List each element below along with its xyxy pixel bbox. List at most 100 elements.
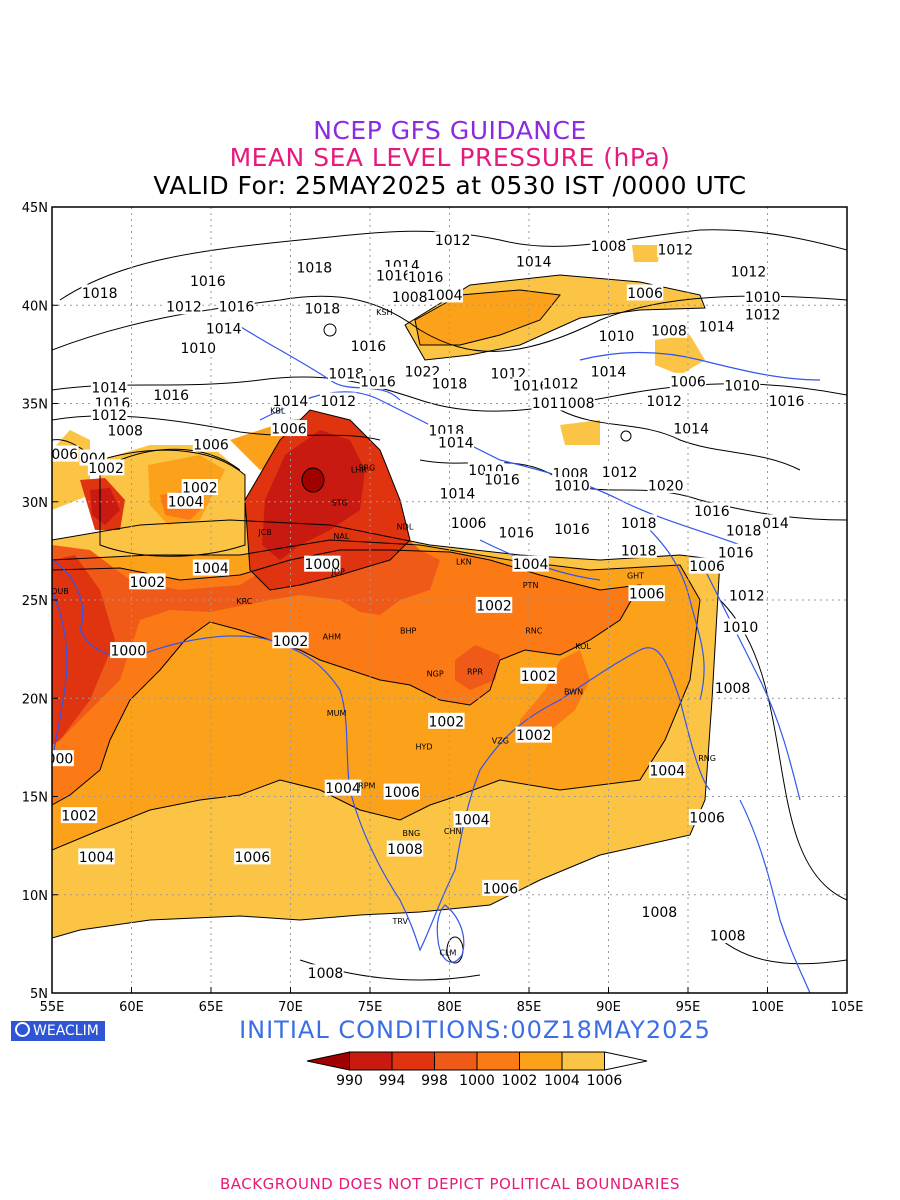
isobar-label-bg [475,596,513,613]
colorbar-tick-label: 994 [379,1073,406,1089]
isobar-label-bg [81,284,118,301]
isobar-label-text: 1014 [273,394,309,410]
isobar-label: 1012 [744,306,781,324]
isobar-label-bg [515,253,552,270]
colorbar: 990 994 998 1000 1002 1004 1006 [306,1051,648,1089]
colorbar-tick-label: 998 [421,1073,448,1089]
isobar-label-text: 1016 [153,388,189,404]
isobar-label: 1012 [434,231,471,249]
station-label: RNC [525,626,543,635]
isobar-label-bg [296,258,333,275]
isobar-label: 1018 [620,541,657,559]
isobar-label-text: 1018 [621,543,657,559]
isobar-label-bg [407,268,444,285]
isobar-label-bg [307,964,344,981]
isobar-label-bg [553,477,591,494]
isobar-label-text: 1018 [726,524,762,540]
isobar-label-bg [327,365,365,382]
isobar-label-text: 1006 [483,881,519,897]
isobar-label-bg [60,807,98,824]
isobar-label-text: 1020 [648,479,684,495]
isobar-label: 1006 [450,514,487,532]
isobar-label-text: 1002 [130,575,166,591]
pressure-fill-994 [90,430,365,560]
colorbar-tick-label: 1002 [502,1073,538,1089]
isobar-label-bg [744,288,781,305]
isobar-label: 1014 [437,433,475,451]
isobar-label-text: 1008 [107,424,143,440]
isobar-label: 1008 [650,321,688,339]
isobar-label-text: 1002 [428,714,464,730]
isobar-label: 1016 [483,471,521,489]
isobar-label-bg [78,848,115,865]
lat-tick-label: 5N [30,987,48,1002]
station-label: KSH [376,308,392,317]
isobar-label: 1008 [391,288,428,306]
isobar-label-bg [192,435,230,452]
station-label: JCB [257,528,271,537]
station-label: CHN [444,827,462,836]
isobar-label-bg [542,374,579,391]
isobar-label-bg [375,266,413,283]
isobar-label: 1016 [498,524,535,542]
isobar-label-bg [626,284,664,301]
colorbar-segment [561,1051,605,1071]
isobar-label-bg [641,903,678,920]
isobar-label: 1006 [688,809,726,827]
lat-tick-label: 30N [22,496,48,511]
weaclim-logo: WEACLIM [11,1021,105,1041]
isobar-label-text: 1006 [629,587,665,603]
isobar-label-bg [205,319,242,336]
isobar-label-text: 1012 [729,589,765,605]
lon-tick-label: 80E [437,1000,462,1015]
isobar-label-bg [744,306,781,323]
station-label: RPR [467,668,483,677]
isobar-label: 1002 [272,632,309,650]
isobar-label-bg [272,392,309,409]
isobar-label: 1016 [218,298,255,316]
isobar-label-text: 1014 [440,486,476,502]
isobar-label-bg [431,374,468,391]
isobar-label-bg [192,559,230,576]
pressure-fill-990 [301,467,325,493]
station-labels: DUB KRC AHM MUM HYD CHN TRV CLM JCB NAL JDP BHP NGP R… [51,308,716,958]
isobar-label: 1018 [327,365,365,383]
isobar-label-bg [620,541,657,558]
isobar-label-bg [483,471,521,488]
isobar-label: 1008 [709,927,746,945]
colorbar-segment [391,1051,435,1071]
station-label: AHM [323,632,341,641]
isobar-label: 1014 [439,484,476,502]
isobar-label: 1016 [375,266,413,284]
isobar-label: 1006 [628,585,665,603]
isobar-label-bg [650,321,688,338]
station-label: DUB [51,587,69,596]
colorbar-segment [434,1051,478,1071]
isobar-label: 1008 [714,679,751,697]
isobar-label: 1014 [515,253,552,271]
map-plot-area: 1018 1016 1018 1012 1008 1012 1012 1014 1016 1016… [51,207,847,993]
lat-tick-label: 25N [22,594,48,609]
isobar-label-text: 1006 [271,422,307,438]
lat-tick-label: 10N [22,889,48,904]
logo-ring-icon [15,1022,30,1037]
isobar-label-bg [386,840,424,857]
isobar-label-text: 1010 [723,620,759,636]
isobar-label: 1008 [106,422,144,440]
lon-tick-label: 105E [830,1000,863,1015]
isobar-label-bg [181,478,219,495]
station-label: LKN [456,558,472,567]
isobar-label: 1000 [304,555,341,573]
lon-tick-label: 100E [751,1000,784,1015]
initial-conditions: INITIAL CONDITIONS:00Z18MAY2025 [239,1016,711,1044]
isobar-label-text: 1016 [718,545,754,561]
isobar-label-text: 1018 [621,516,657,532]
isobar-label: 1004 [78,848,115,866]
isobar-label: 1018 [620,514,657,532]
isobar-label-text: 1016 [694,504,730,520]
isobar-label-text: 1012 [657,243,693,259]
isobar-label: 1016 [512,376,549,394]
station-label: LHR [351,465,367,474]
isobar-label-bg [304,300,341,317]
isobar-label-bg [590,363,627,380]
